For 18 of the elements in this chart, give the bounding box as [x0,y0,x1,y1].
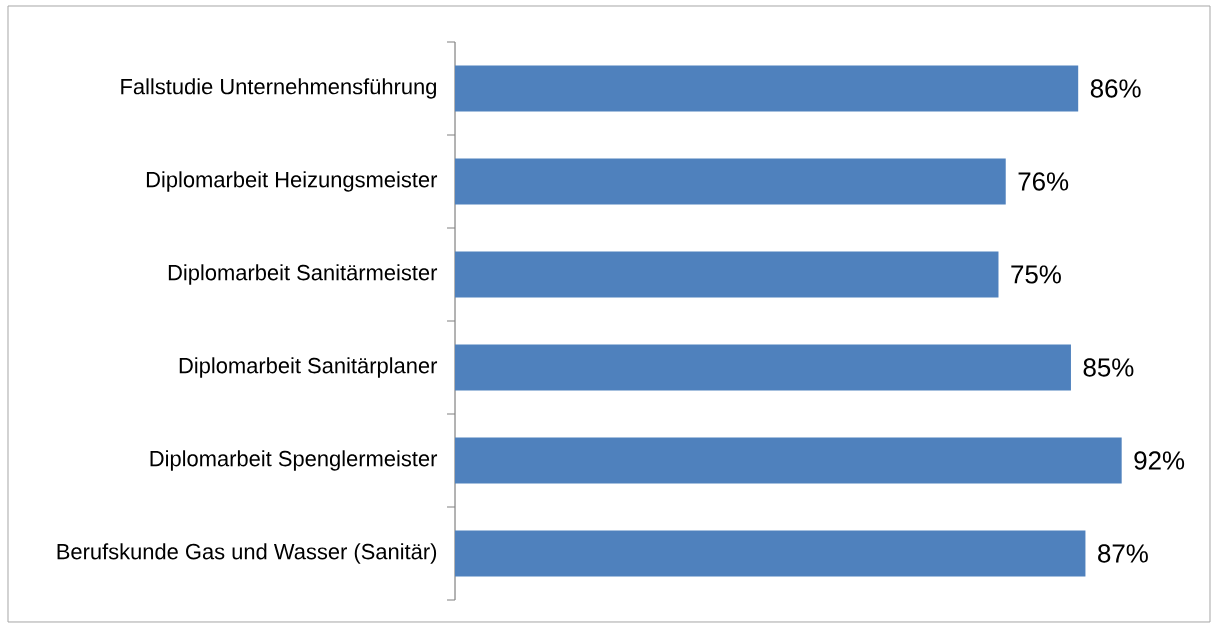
y-tick-label: Diplomarbeit Sanitärplaner [179,357,438,378]
data-label: 86% [1090,79,1141,98]
y-tick-label: Diplomarbeit Heizungsmeister [146,171,438,192]
y-tick-label: Diplomarbeit Spenglermeister [150,450,438,471]
y-tick-label: Fallstudie Unternehmensführung [121,78,437,99]
bar [455,158,1006,205]
bar [455,530,1086,577]
bar [455,65,1079,112]
y-tick-label: Diplomarbeit Sanitärmeister [168,264,438,285]
data-label: 92% [1134,451,1185,470]
bar [455,344,1071,391]
data-label: 75% [1011,265,1061,284]
y-tick-label: Berufskunde Gas und Wasser (Sanitär) [57,543,437,564]
data-label: 87% [1098,544,1148,563]
data-label: 85% [1083,358,1134,377]
bar [455,437,1122,484]
bar [455,251,999,298]
data-label: 76% [1018,172,1069,191]
